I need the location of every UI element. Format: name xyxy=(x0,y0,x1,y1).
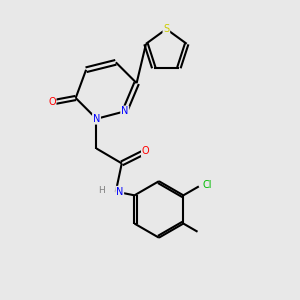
Text: O: O xyxy=(142,146,149,157)
Text: N: N xyxy=(121,106,128,116)
Text: S: S xyxy=(163,24,170,34)
Text: Cl: Cl xyxy=(202,180,212,190)
Text: O: O xyxy=(48,98,56,107)
Text: N: N xyxy=(116,187,123,196)
Text: H: H xyxy=(98,186,105,195)
Text: N: N xyxy=(93,114,100,124)
